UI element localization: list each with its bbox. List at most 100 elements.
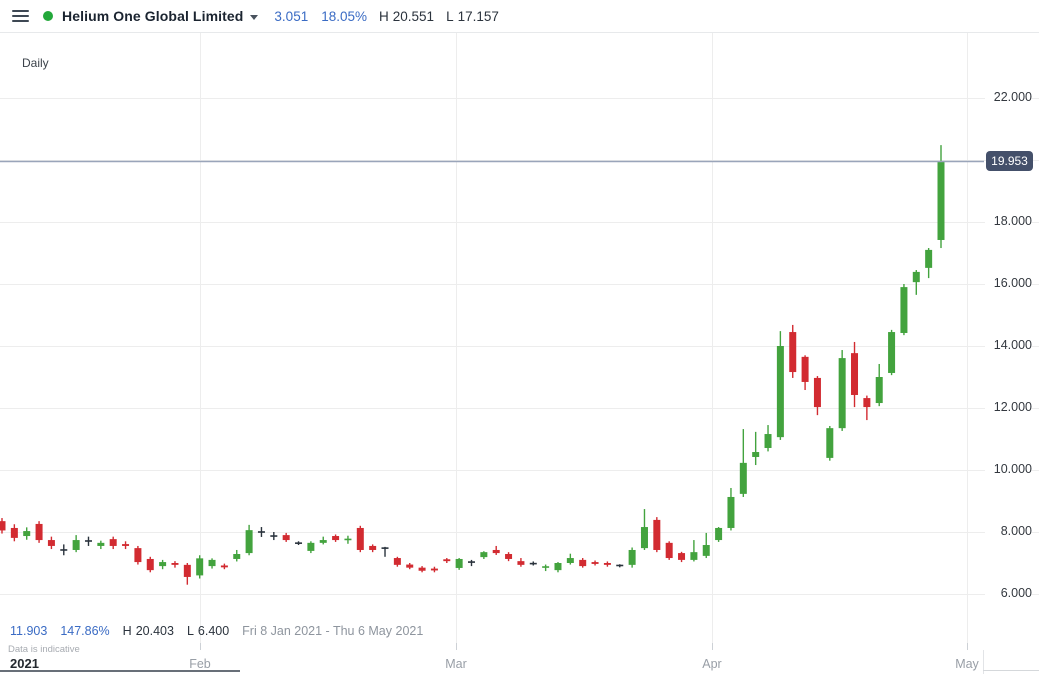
candle-body — [789, 332, 797, 373]
candle-body — [97, 542, 105, 546]
candle-body — [418, 567, 426, 571]
candle-body — [603, 563, 611, 565]
price-change-percent: 18.05% — [321, 8, 368, 24]
interval-label[interactable]: Daily — [22, 56, 49, 70]
candle-body — [579, 559, 587, 567]
candle-body — [369, 545, 377, 550]
candle-body — [776, 346, 784, 438]
candle-body — [851, 353, 859, 395]
candle-body — [208, 559, 216, 567]
session-low: L 17.157 — [446, 8, 499, 24]
candle-body — [443, 559, 451, 562]
market-open-dot — [43, 11, 53, 21]
horizontal-scrollbar-thumb[interactable] — [0, 670, 240, 672]
candle-body — [319, 540, 327, 543]
candle-body — [912, 271, 920, 283]
candle-body — [875, 377, 883, 404]
hamburger-menu-icon[interactable] — [12, 10, 29, 22]
candle-body — [183, 564, 191, 577]
candle-body — [406, 564, 414, 568]
candle-body — [678, 553, 686, 560]
disclaimer-text: Data is indicative — [8, 644, 80, 655]
candle-body — [900, 287, 908, 333]
candle-body — [542, 566, 550, 568]
date-range: Fri 8 Jan 2021 - Thu 6 May 2021 — [242, 624, 424, 638]
candle-body — [307, 542, 315, 551]
candle-body — [84, 540, 92, 542]
candle-body — [715, 527, 723, 541]
candle-body — [925, 249, 933, 268]
candle-body — [10, 527, 18, 538]
candle-body — [554, 563, 562, 571]
candle-body — [282, 535, 290, 541]
candle-body — [430, 568, 438, 571]
candle-body — [220, 565, 228, 568]
period-stats-bar: 11.903 147.86% H 20.403 L 6.400 Fri 8 Jan … — [10, 624, 423, 638]
candle-body — [344, 538, 352, 541]
candle-body — [653, 519, 661, 550]
candle-body — [727, 496, 735, 528]
axis-corner-baseline — [983, 670, 1039, 671]
chevron-down-icon — [250, 14, 259, 20]
candle-body — [838, 358, 846, 429]
candle-body — [529, 562, 537, 565]
candle-body — [826, 428, 834, 458]
period-change: 11.903 — [10, 624, 48, 638]
period-low: L 6.400 — [186, 624, 230, 638]
current-price-badge: 19.953 — [986, 151, 1033, 172]
candle-body — [196, 558, 204, 576]
candle-body — [764, 434, 772, 448]
candle-body — [591, 562, 599, 564]
candle-body — [863, 398, 871, 408]
candle-body — [801, 356, 809, 382]
candle-body — [381, 547, 389, 549]
candle-body — [480, 552, 488, 558]
candle-body — [245, 530, 253, 554]
candle-body — [356, 527, 364, 550]
candle-body — [455, 558, 463, 568]
candle-body — [159, 562, 167, 567]
candle-body — [813, 377, 821, 408]
candle-body — [233, 554, 241, 559]
candle-body — [468, 561, 475, 563]
candle-body — [23, 531, 31, 537]
period-high: H 20.403 — [122, 624, 174, 638]
instrument-name: Helium One Global Limited — [62, 8, 244, 24]
candle-body — [739, 462, 747, 494]
candle-body — [257, 531, 265, 533]
session-high: H 20.551 — [379, 8, 435, 24]
candle-body — [393, 558, 401, 565]
period-change-percent: 147.86% — [60, 624, 110, 638]
candle-body — [47, 540, 55, 546]
candle-body — [702, 545, 710, 556]
candle-body — [171, 563, 179, 565]
candle-body — [752, 452, 760, 457]
candle-body — [72, 540, 80, 550]
candle-body — [270, 535, 278, 537]
candle-body — [492, 549, 500, 554]
candle-body — [628, 549, 636, 565]
candle-body — [60, 549, 68, 551]
instrument-selector[interactable]: Helium One Global Limited — [62, 8, 259, 24]
candle-body — [146, 558, 154, 571]
price-change: 3.051 — [274, 8, 309, 24]
candle-body — [109, 539, 117, 546]
axis-corner-divider — [983, 650, 984, 674]
candle-body — [888, 332, 896, 373]
candle-body — [616, 564, 624, 567]
candle-body — [640, 527, 648, 549]
candle-body — [937, 161, 945, 240]
candle-body — [566, 558, 574, 563]
candle-body — [332, 536, 340, 541]
candle-body — [35, 523, 43, 541]
candle-body — [665, 542, 673, 559]
header: Helium One Global Limited 3.051 18.05% H… — [0, 0, 1039, 33]
candle-body — [505, 554, 513, 559]
candle-body — [295, 542, 303, 544]
candle-body — [690, 552, 698, 560]
candle-body — [134, 548, 142, 563]
candle-body — [517, 561, 525, 565]
candle-body — [122, 544, 130, 546]
